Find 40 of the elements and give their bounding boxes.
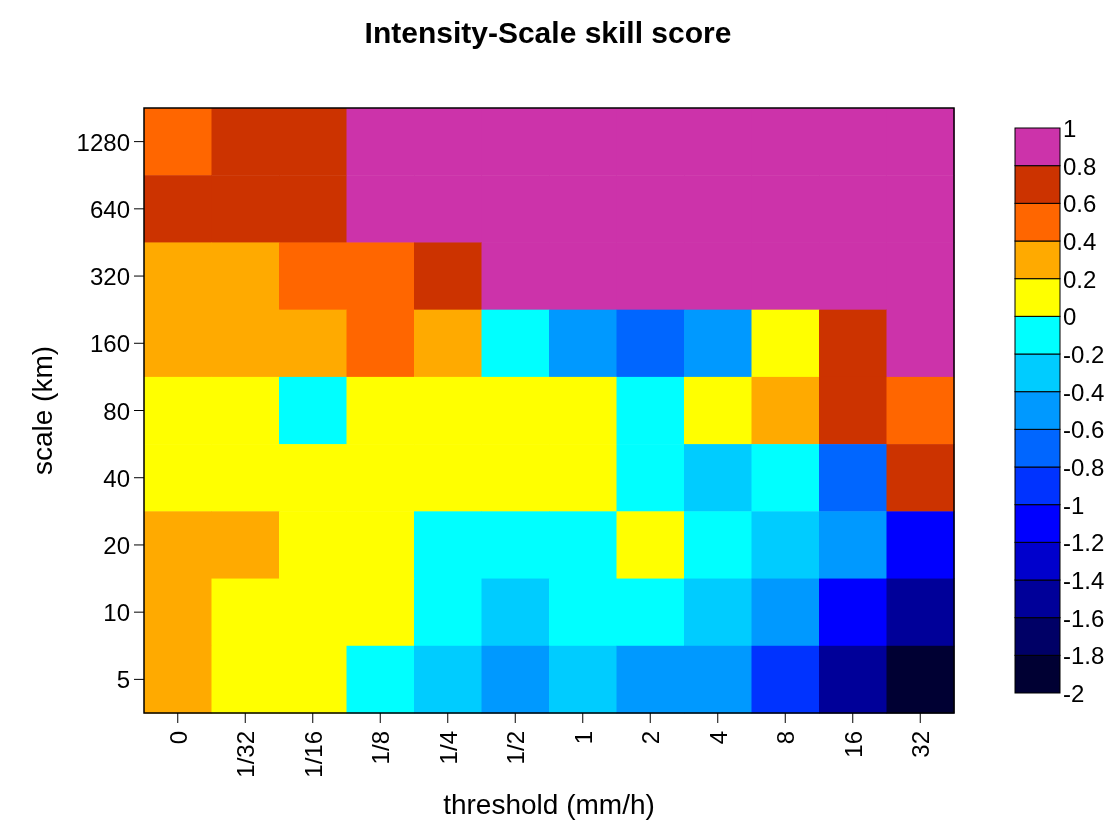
- color-bar-label: -1.4: [1063, 567, 1105, 594]
- x-tick-label: 1/8: [367, 731, 395, 765]
- color-bar-label: -0.2: [1063, 341, 1105, 368]
- x-axis-title: threshold (mm/h): [443, 789, 655, 820]
- color-bar-label: 0.8: [1063, 152, 1097, 180]
- color-bar-label: -1.8: [1063, 642, 1105, 670]
- color-bar-label: 0.4: [1063, 228, 1097, 255]
- color-bar-label: -2: [1063, 680, 1085, 707]
- color-bar-label: -1.2: [1063, 529, 1105, 557]
- x-tick-label: 1/2: [502, 731, 530, 765]
- y-tick-label: 40: [103, 464, 130, 492]
- color-bar-label: 0: [1063, 303, 1077, 331]
- color-bar-label: -1: [1063, 491, 1085, 519]
- x-tick-label: 1/16: [299, 731, 327, 778]
- y-tick-label: 10: [103, 599, 130, 627]
- x-tick-label: 32: [907, 731, 935, 758]
- color-bar-label: 0.2: [1063, 265, 1097, 293]
- x-tick-label: 1/32: [232, 731, 260, 778]
- y-tick-label: 320: [89, 263, 130, 291]
- x-tick-label: 1: [569, 731, 597, 745]
- color-bar-label: 0.6: [1063, 190, 1097, 218]
- color-bar-label: -0.4: [1063, 378, 1105, 406]
- y-axis-title: scale (km): [27, 345, 58, 476]
- y-tick-label: 20: [103, 531, 130, 559]
- y-tick-label: 160: [89, 330, 130, 358]
- color-bar-label: -0.8: [1063, 454, 1105, 481]
- x-tick-label: 16: [839, 731, 867, 758]
- x-tick-label: 8: [772, 731, 800, 745]
- x-tick-label: 2: [637, 731, 665, 745]
- color-bar-label: -1.6: [1063, 604, 1105, 632]
- color-bar-label: 1: [1063, 115, 1077, 142]
- x-tick-label: 0: [164, 731, 192, 745]
- y-tick-label: 80: [103, 397, 130, 425]
- color-bar-label: -0.6: [1063, 416, 1105, 444]
- y-tick-label: 5: [116, 666, 130, 694]
- y-tick-label: 1280: [76, 128, 130, 156]
- x-tick-label: 1/4: [434, 731, 462, 765]
- x-tick-label: 4: [704, 731, 732, 745]
- y-tick-label: 640: [89, 195, 130, 223]
- chart-title: Intensity-Scale skill score: [364, 16, 732, 49]
